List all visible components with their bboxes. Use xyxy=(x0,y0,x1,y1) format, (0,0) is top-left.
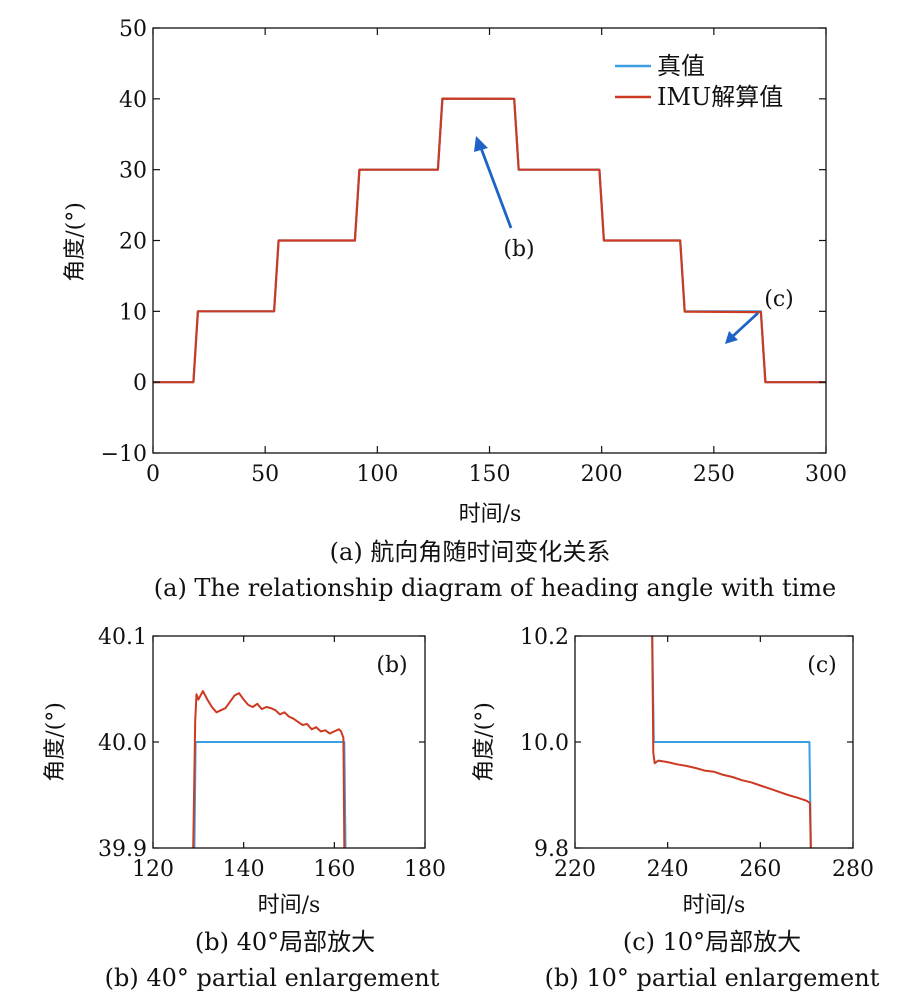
panel-a-caption-cn: (a) 航向角随时间变化关系 xyxy=(330,538,611,566)
panel-a-x-axis-label: 时间/s xyxy=(459,502,522,527)
panel-b-y-tick-label: 40.0 xyxy=(98,731,147,756)
panel-c-y-tick-label: 9.8 xyxy=(534,837,569,862)
panel-a-series-imu-line xyxy=(153,97,826,384)
panel-c-label: (c) xyxy=(807,653,837,678)
annotation-b-label: (b) xyxy=(503,237,534,262)
panel-a-y-tick-label: −10 xyxy=(101,442,147,467)
panel-b-caption-cn: (b) 40°局部放大 xyxy=(195,928,375,956)
annotation-b-arrowhead xyxy=(474,136,488,152)
panel-b-x-tick-label: 180 xyxy=(404,857,446,882)
panel-b-caption-en: (b) 40° partial enlargement xyxy=(105,964,440,992)
panel-a-y-tick-label: 0 xyxy=(133,371,147,396)
annotation-c: (c) xyxy=(725,287,794,344)
panel-b-x-axis-label: 时间/s xyxy=(258,893,321,918)
panel-a-x-tick-label: 50 xyxy=(251,462,279,487)
panel-a-y-tick-label: 30 xyxy=(119,159,147,184)
annotation-b-arrow xyxy=(479,147,513,229)
panel-b-y-axis-label: 角度/(°) xyxy=(43,702,68,782)
panel-c-x-tick-label: 220 xyxy=(554,857,596,882)
panel-b-x-tick-label: 160 xyxy=(313,857,355,882)
panel-a-y-tick-label: 20 xyxy=(119,230,147,255)
panel-a-x-tick-label: 0 xyxy=(146,462,160,487)
panel-c-caption-cn: (c) 10°局部放大 xyxy=(623,928,801,956)
legend-label-true: 真值 xyxy=(657,52,705,80)
panel-c-y-axis-label: 角度/(°) xyxy=(472,702,497,782)
annotation-c-label: (c) xyxy=(764,287,794,312)
panel-c: 220 240 260 280 9.8 10.0 10.2 角度/(°) 时间/s (c) … xyxy=(472,625,880,992)
annotation-c-arrow xyxy=(732,311,759,338)
annotation-b: (b) xyxy=(474,136,535,262)
panel-a-x-tick-label: 150 xyxy=(469,462,511,487)
annotation-c-arrowhead xyxy=(725,331,738,344)
panel-c-x-tick-label: 240 xyxy=(647,857,689,882)
panel-a-x-tick-label: 250 xyxy=(693,462,735,487)
panel-c-x-axis-label: 时间/s xyxy=(683,893,746,918)
panel-a-x-tick-label: 200 xyxy=(581,462,623,487)
panel-b-series-true-line xyxy=(193,741,347,848)
panel-b-series-imu-line xyxy=(192,690,346,848)
panel-a-y-tick-label: 40 xyxy=(119,88,147,113)
panel-b-x-tick-label: 140 xyxy=(223,857,265,882)
panel-c-x-tick-label: 260 xyxy=(739,857,781,882)
panel-b: 120 140 160 180 39.9 40.0 40.1 角度/(°) 时间/s (b)… xyxy=(43,625,446,992)
panel-a-x-tick-label: 100 xyxy=(356,462,398,487)
panel-a-series-true-line xyxy=(153,97,826,384)
panel-a-y-axis-label: 角度/(°) xyxy=(63,202,88,282)
legend-label-imu: IMU解算值 xyxy=(657,83,783,111)
panel-b-x-tick-label: 120 xyxy=(132,857,174,882)
panel-b-y-tick-label: 40.1 xyxy=(98,625,147,650)
panel-a-caption-en: (a) The relationship diagram of heading … xyxy=(154,574,836,602)
panel-c-y-tick-label: 10.0 xyxy=(520,731,569,756)
panel-a-y-tick-label: 50 xyxy=(119,17,147,42)
panel-b-y-tick-label: 39.9 xyxy=(98,837,147,862)
panel-c-y-tick-label: 10.2 xyxy=(520,625,569,650)
panel-c-series-imu-line xyxy=(651,636,812,848)
panel-b-series xyxy=(192,690,347,848)
panel-a-x-tick-label: 300 xyxy=(805,462,847,487)
panel-c-series-true-line xyxy=(651,636,812,848)
panel-c-series xyxy=(651,636,812,848)
panel-c-x-tick-label: 280 xyxy=(832,857,874,882)
panel-a-series xyxy=(153,97,826,384)
panel-a-y-tick-label: 10 xyxy=(119,300,147,325)
panel-c-caption-en: (b) 10° partial enlargement xyxy=(545,964,880,992)
panel-b-label: (b) xyxy=(376,653,407,678)
legend: 真值 IMU解算值 xyxy=(615,52,783,111)
